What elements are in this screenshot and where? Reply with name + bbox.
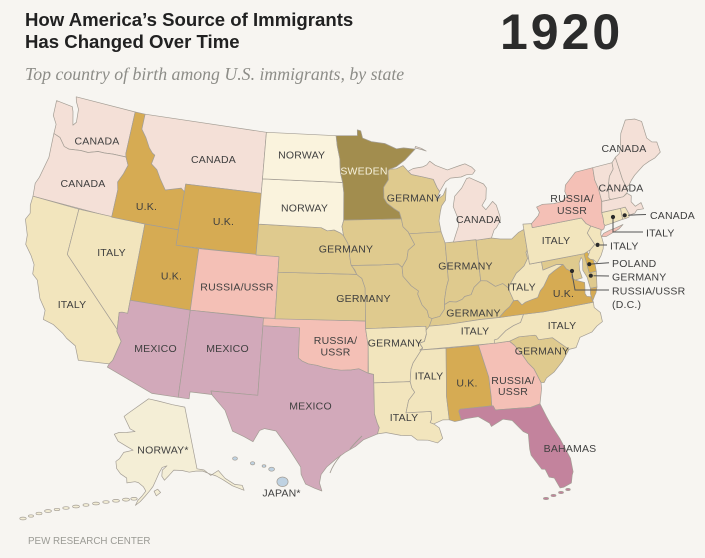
svg-text:GERMANY: GERMANY	[336, 293, 391, 305]
svg-text:NORWAY: NORWAY	[278, 149, 325, 161]
svg-text:BAHAMAS: BAHAMAS	[544, 443, 597, 455]
svg-text:SWEDEN: SWEDEN	[340, 165, 387, 177]
svg-text:USSR: USSR	[557, 205, 587, 217]
svg-text:GERMANY: GERMANY	[612, 271, 667, 283]
svg-text:ITALY: ITALY	[610, 240, 639, 252]
svg-text:CANADA: CANADA	[650, 210, 695, 222]
svg-text:POLAND: POLAND	[612, 258, 657, 270]
svg-text:RUSSIA/USSR: RUSSIA/USSR	[200, 281, 274, 293]
svg-text:MEXICO: MEXICO	[134, 343, 177, 355]
svg-text:CANADA: CANADA	[191, 154, 236, 166]
svg-text:CANADA: CANADA	[602, 143, 647, 155]
svg-text:GERMANY: GERMANY	[446, 307, 501, 319]
svg-text:(D.C.): (D.C.)	[612, 299, 641, 311]
svg-text:ITALY: ITALY	[97, 247, 126, 259]
svg-text:ITALY: ITALY	[58, 299, 87, 311]
svg-text:RUSSIA/: RUSSIA/	[550, 193, 593, 205]
svg-text:RUSSIA/: RUSSIA/	[314, 335, 357, 347]
svg-text:ITALY: ITALY	[646, 227, 675, 239]
svg-text:USSR: USSR	[321, 346, 351, 358]
svg-text:JAPAN*: JAPAN*	[262, 487, 300, 499]
svg-text:MEXICO: MEXICO	[289, 400, 332, 412]
svg-text:ITALY: ITALY	[507, 281, 536, 293]
svg-text:GERMANY: GERMANY	[319, 243, 374, 255]
svg-text:ITALY: ITALY	[548, 320, 577, 332]
svg-text:ITALY: ITALY	[390, 412, 419, 424]
svg-text:GERMANY: GERMANY	[438, 260, 493, 272]
svg-text:ITALY: ITALY	[542, 235, 571, 247]
svg-text:MEXICO: MEXICO	[206, 343, 249, 355]
svg-text:U.K.: U.K.	[213, 216, 234, 228]
svg-text:NORWAY: NORWAY	[281, 202, 328, 214]
svg-text:U.K.: U.K.	[161, 270, 182, 282]
svg-text:ITALY: ITALY	[461, 325, 490, 337]
svg-text:NORWAY*: NORWAY*	[137, 444, 188, 456]
svg-text:GERMANY: GERMANY	[368, 337, 423, 349]
svg-text:CANADA: CANADA	[61, 178, 106, 190]
svg-text:RUSSIA/: RUSSIA/	[491, 375, 534, 387]
svg-text:U.K.: U.K.	[456, 377, 477, 389]
svg-text:ITALY: ITALY	[415, 370, 444, 382]
svg-text:CANADA: CANADA	[599, 182, 644, 194]
svg-text:CANADA: CANADA	[75, 135, 120, 147]
svg-text:CANADA: CANADA	[456, 214, 501, 226]
svg-text:RUSSIA/USSR: RUSSIA/USSR	[612, 285, 686, 297]
svg-text:U.K.: U.K.	[553, 288, 574, 300]
svg-text:USSR: USSR	[498, 386, 528, 398]
svg-text:GERMANY: GERMANY	[387, 192, 442, 204]
svg-text:U.K.: U.K.	[136, 201, 157, 213]
svg-text:GERMANY: GERMANY	[515, 345, 570, 357]
